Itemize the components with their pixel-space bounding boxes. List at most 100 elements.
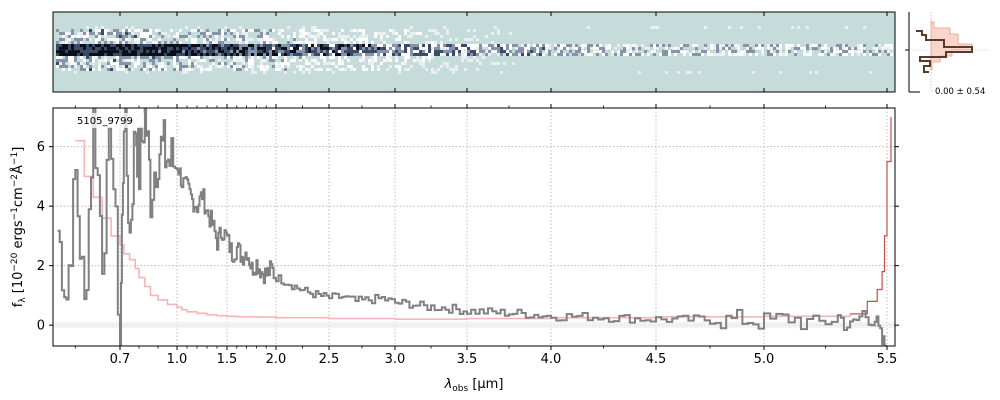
spectrum-2d-pixel bbox=[119, 32, 122, 35]
spectrum-2d-pixel bbox=[110, 50, 113, 53]
spectrum-2d-pixel bbox=[650, 44, 653, 47]
spectrum-2d-pixel bbox=[404, 56, 407, 59]
spectrum-2d-pixel bbox=[161, 50, 164, 53]
spectrum-2d-pixel bbox=[245, 29, 248, 32]
spectrum-2d-pixel bbox=[434, 41, 437, 44]
spectrum-2d-pixel bbox=[110, 68, 113, 71]
spectrum-2d-pixel bbox=[137, 62, 140, 65]
spectrum-2d-pixel bbox=[299, 65, 302, 68]
spectrum-2d-pixel bbox=[383, 32, 386, 35]
spectrum-2d-pixel bbox=[245, 59, 248, 62]
spectrum-2d-pixel bbox=[374, 56, 377, 59]
spectrum-2d-pixel bbox=[845, 53, 848, 56]
spectrum-2d-pixel bbox=[80, 62, 83, 65]
spectrum-2d-pixel bbox=[497, 32, 500, 35]
spectrum-2d-pixel bbox=[245, 38, 248, 41]
spectrum-2d-pixel bbox=[671, 50, 674, 53]
spectrum-2d-pixel bbox=[302, 53, 305, 56]
spectrum-2d-pixel bbox=[707, 53, 710, 56]
spectrum-2d-pixel bbox=[200, 53, 203, 56]
spectrum-2d-pixel bbox=[548, 53, 551, 56]
spectrum-2d-pixel bbox=[152, 44, 155, 47]
spectrum-2d-pixel bbox=[107, 32, 110, 35]
spectrum-2d-pixel bbox=[554, 44, 557, 47]
spectrum-2d-pixel bbox=[479, 50, 482, 53]
spectrum-2d-pixel bbox=[404, 29, 407, 32]
spectrum-2d-pixel bbox=[119, 47, 122, 50]
spectrum-2d-pixel bbox=[845, 44, 848, 47]
spectrum-2d-pixel bbox=[230, 50, 233, 53]
spectrum-2d-pixel bbox=[149, 29, 152, 32]
spectrum-2d-pixel bbox=[164, 41, 167, 44]
spectrum-2d-pixel bbox=[128, 29, 131, 32]
spectrum-2d-pixel bbox=[329, 44, 332, 47]
spectrum-2d-pixel bbox=[851, 47, 854, 50]
spectrum-2d-pixel bbox=[590, 44, 593, 47]
spectrum-2d-pixel bbox=[251, 71, 254, 74]
spectrum-2d-pixel bbox=[299, 29, 302, 32]
spectrum-2d-pixel bbox=[179, 47, 182, 50]
spectrum-2d-pixel bbox=[407, 47, 410, 50]
spectrum-2d-pixel bbox=[311, 29, 314, 32]
spectrum-2d-pixel bbox=[197, 65, 200, 68]
spectrum-2d-pixel bbox=[125, 59, 128, 62]
spectrum-2d-pixel bbox=[215, 35, 218, 38]
spectrum-2d-pixel bbox=[659, 44, 662, 47]
spectrum-2d-pixel bbox=[233, 35, 236, 38]
spectrum-2d-pixel bbox=[176, 44, 179, 47]
data-series-line bbox=[57, 108, 888, 346]
spectrum-2d-pixel bbox=[155, 65, 158, 68]
spectrum-2d-pixel bbox=[266, 41, 269, 44]
spectrum-2d-pixel bbox=[356, 44, 359, 47]
spectrum-2d-pixel bbox=[629, 53, 632, 56]
spectrum-2d-pixel bbox=[308, 62, 311, 65]
spectrum-2d-pixel bbox=[671, 47, 674, 50]
spectrum-2d-pixel bbox=[353, 44, 356, 47]
spectrum-2d-pixel bbox=[95, 44, 98, 47]
spectrum-2d-pixel bbox=[785, 53, 788, 56]
spectrum-2d-pixel bbox=[476, 68, 479, 71]
spectrum-2d-pixel bbox=[890, 47, 893, 50]
spectrum-2d-pixel bbox=[452, 47, 455, 50]
spectrum-2d-pixel bbox=[782, 53, 785, 56]
spectrum-2d-pixel bbox=[467, 38, 470, 41]
model-series-line bbox=[75, 139, 851, 320]
spectrum-2d-pixel bbox=[146, 56, 149, 59]
spectrum-2d-pixel bbox=[602, 53, 605, 56]
spectrum-2d-pixel bbox=[107, 68, 110, 71]
spectrum-2d-pixel bbox=[887, 47, 890, 50]
spectrum-2d-pixel bbox=[263, 41, 266, 44]
spectrum-2d-pixel bbox=[317, 44, 320, 47]
spectrum-2d-pixel bbox=[269, 50, 272, 53]
spectrum-2d-pixel bbox=[572, 53, 575, 56]
spectrum-2d-pixel bbox=[869, 53, 872, 56]
spectrum-2d-pixel bbox=[275, 56, 278, 59]
spectrum-2d-pixel bbox=[527, 44, 530, 47]
spectrum-2d-pixel bbox=[770, 50, 773, 53]
spectrum-2d-pixel bbox=[290, 53, 293, 56]
spectrum-2d-pixel bbox=[185, 65, 188, 68]
spectrum-2d-pixel bbox=[386, 44, 389, 47]
spectrum-2d-pixel bbox=[143, 44, 146, 47]
spectrum-2d-pixel bbox=[128, 44, 131, 47]
spectrum-2d-pixel bbox=[452, 71, 455, 74]
spectrum-2d-pixel bbox=[365, 38, 368, 41]
spectrum-2d-pixel bbox=[611, 53, 614, 56]
spectrum-2d-pixel bbox=[776, 50, 779, 53]
spectrum-2d-pixel bbox=[353, 47, 356, 50]
spectrum-2d-pixel bbox=[422, 62, 425, 65]
spectrum-2d-pixel bbox=[707, 50, 710, 53]
spectrum-2d-pixel bbox=[74, 44, 77, 47]
spectrum-2d-pixel bbox=[311, 44, 314, 47]
spectrum-2d-pixel bbox=[431, 50, 434, 53]
x-tick-label: 1.0 bbox=[167, 352, 188, 367]
spectrum-2d-pixel bbox=[233, 50, 236, 53]
spectrum-2d-pixel bbox=[59, 44, 62, 47]
spectrum-2d-pixel bbox=[842, 53, 845, 56]
spectrum-2d-pixel bbox=[263, 65, 266, 68]
spectrum-2d-pixel bbox=[530, 50, 533, 53]
spectrum-2d-pixel bbox=[395, 59, 398, 62]
spectrum-2d-pixel bbox=[719, 47, 722, 50]
spectrum-2d-pixel bbox=[179, 41, 182, 44]
spectrum-2d-pixel bbox=[59, 47, 62, 50]
